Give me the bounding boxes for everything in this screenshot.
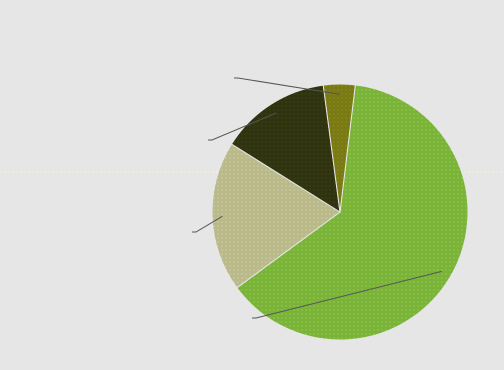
leader-line-4	[234, 77, 340, 95]
pie-slice-3	[230, 84, 341, 213]
pie-slice-1	[236, 84, 469, 341]
pie-slice-4	[322, 83, 356, 213]
pie-slice-2	[211, 143, 341, 289]
leader-line-2	[192, 215, 223, 233]
leader-line-3	[208, 112, 277, 141]
pie-labels-group	[192, 77, 442, 319]
pie-slices-group	[211, 83, 469, 341]
leader-line-1	[252, 270, 442, 319]
